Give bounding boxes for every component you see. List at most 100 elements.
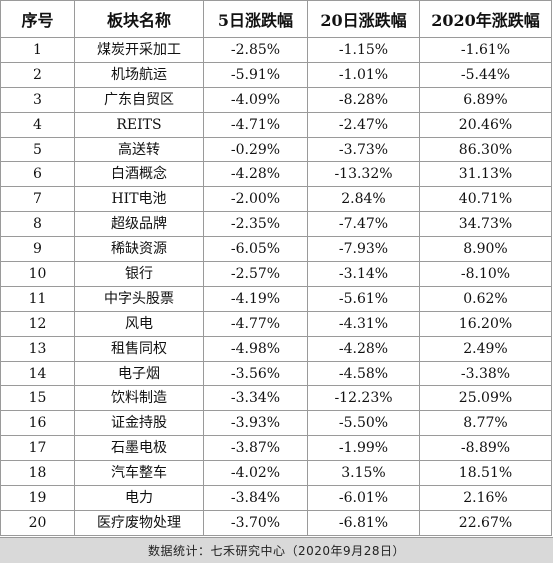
table-row: 15 饮料制造 -3.34% -12.23% 25.09% [0, 385, 552, 412]
header-5day-change: 5日涨跌幅 [203, 0, 308, 38]
row-index-cell: 2 [0, 61, 75, 88]
row-2020-change-cell: 86.30% [419, 136, 552, 163]
row-20day-change-cell: -4.31% [307, 310, 420, 337]
row-5day-change-cell: -3.34% [203, 385, 308, 412]
row-20day-change-cell: -5.61% [307, 285, 420, 312]
table-row: 11 中字头股票 -4.19% -5.61% 0.62% [0, 285, 552, 312]
row-2020-change-cell: -5.44% [419, 61, 552, 88]
table-row: 7 HIT电池 -2.00% 2.84% 40.71% [0, 186, 552, 213]
row-sector-name-cell: 中字头股票 [74, 285, 204, 312]
row-20day-change-cell: -12.23% [307, 385, 420, 412]
row-5day-change-cell: -4.09% [203, 86, 308, 113]
row-20day-change-cell: -3.14% [307, 261, 420, 287]
table-row: 13 租售同权 -4.98% -4.28% 2.49% [0, 335, 552, 362]
row-5day-change-cell: -0.29% [203, 136, 308, 163]
table-body: 1 煤炭开采加工 -2.85% -1.15% -1.61% 2 机场航运 -5.91% -1.0… [0, 37, 552, 536]
row-5day-change-cell: -4.02% [203, 460, 308, 487]
row-sector-name-cell: 稀缺资源 [74, 236, 204, 263]
row-2020-change-cell: 20.46% [419, 111, 552, 138]
row-index-cell: 13 [0, 335, 75, 362]
row-sector-name-cell: HIT电池 [74, 186, 204, 213]
row-index-cell: 19 [0, 485, 75, 511]
row-sector-name-cell: 风电 [74, 310, 204, 337]
row-sector-name-cell: 租售同权 [74, 335, 204, 362]
row-20day-change-cell: -4.28% [307, 335, 420, 362]
row-2020-change-cell: -8.89% [419, 435, 552, 462]
row-2020-change-cell: -3.38% [419, 360, 552, 387]
row-20day-change-cell: -1.99% [307, 435, 420, 462]
row-sector-name-cell: 石墨电极 [74, 435, 204, 462]
row-20day-change-cell: -7.47% [307, 211, 420, 238]
row-index-cell: 10 [0, 261, 75, 287]
row-index-cell: 6 [0, 161, 75, 188]
row-2020-change-cell: 0.62% [419, 285, 552, 312]
row-2020-change-cell: 25.09% [419, 385, 552, 412]
row-20day-change-cell: -4.58% [307, 360, 420, 387]
row-index-cell: 11 [0, 285, 75, 312]
row-2020-change-cell: 6.89% [419, 86, 552, 113]
row-2020-change-cell: 22.67% [419, 509, 552, 536]
row-2020-change-cell: 8.90% [419, 236, 552, 263]
row-20day-change-cell: -3.73% [307, 136, 420, 163]
row-20day-change-cell: -6.01% [307, 485, 420, 511]
row-index-cell: 18 [0, 460, 75, 487]
row-index-cell: 1 [0, 37, 75, 63]
row-sector-name-cell: 汽车整车 [74, 460, 204, 487]
row-index-cell: 4 [0, 111, 75, 138]
row-index-cell: 5 [0, 136, 75, 163]
row-20day-change-cell: 3.15% [307, 460, 420, 487]
source-note: 数据统计：七禾研究中心（2020年9月28日） [0, 537, 553, 563]
row-5day-change-cell: -3.84% [203, 485, 308, 511]
table-row: 6 白酒概念 -4.28% -13.32% 31.13% [0, 161, 552, 188]
row-sector-name-cell: 证金持股 [74, 410, 204, 437]
table-row: 18 汽车整车 -4.02% 3.15% 18.51% [0, 460, 552, 487]
row-index-cell: 12 [0, 310, 75, 337]
row-5day-change-cell: -3.93% [203, 410, 308, 437]
row-index-cell: 9 [0, 236, 75, 263]
row-index-cell: 17 [0, 435, 75, 462]
header-sector-name: 板块名称 [74, 0, 204, 38]
row-2020-change-cell: 16.20% [419, 310, 552, 337]
row-2020-change-cell: -1.61% [419, 37, 552, 63]
row-20day-change-cell: -1.15% [307, 37, 420, 63]
row-sector-name-cell: 煤炭开采加工 [74, 37, 204, 63]
row-sector-name-cell: 银行 [74, 261, 204, 287]
table-row: 5 高送转 -0.29% -3.73% 86.30% [0, 136, 552, 163]
row-sector-name-cell: 电子烟 [74, 360, 204, 387]
table-row: 2 机场航运 -5.91% -1.01% -5.44% [0, 61, 552, 88]
row-20day-change-cell: -13.32% [307, 161, 420, 188]
table-row: 17 石墨电极 -3.87% -1.99% -8.89% [0, 435, 552, 462]
row-5day-change-cell: -3.56% [203, 360, 308, 387]
row-sector-name-cell: 白酒概念 [74, 161, 204, 188]
sector-table: 序号 板块名称 5日涨跌幅 20日涨跌幅 2020年涨跌幅 1 煤炭开采加工 -2.… [0, 0, 552, 536]
row-sector-name-cell: 超级品牌 [74, 211, 204, 238]
header-index: 序号 [0, 0, 75, 38]
row-index-cell: 16 [0, 410, 75, 437]
row-sector-name-cell: 医疗废物处理 [74, 509, 204, 536]
table-row: 16 证金持股 -3.93% -5.50% 8.77% [0, 410, 552, 437]
row-20day-change-cell: -6.81% [307, 509, 420, 536]
table-header-row: 序号 板块名称 5日涨跌幅 20日涨跌幅 2020年涨跌幅 [0, 0, 552, 38]
table-row: 10 银行 -2.57% -3.14% -8.10% [0, 261, 552, 287]
row-5day-change-cell: -4.77% [203, 310, 308, 337]
row-20day-change-cell: -7.93% [307, 236, 420, 263]
table-row: 19 电力 -3.84% -6.01% 2.16% [0, 485, 552, 511]
row-sector-name-cell: 饮料制造 [74, 385, 204, 412]
table-row: 8 超级品牌 -2.35% -7.47% 34.73% [0, 211, 552, 238]
row-5day-change-cell: -3.87% [203, 435, 308, 462]
row-index-cell: 15 [0, 385, 75, 412]
row-2020-change-cell: 2.16% [419, 485, 552, 511]
row-5day-change-cell: -4.98% [203, 335, 308, 362]
table-row: 4 REITS -4.71% -2.47% 20.46% [0, 111, 552, 138]
table-row: 3 广东自贸区 -4.09% -8.28% 6.89% [0, 86, 552, 113]
row-2020-change-cell: 40.71% [419, 186, 552, 213]
row-sector-name-cell: 电力 [74, 485, 204, 511]
row-20day-change-cell: -2.47% [307, 111, 420, 138]
row-5day-change-cell: -2.57% [203, 261, 308, 287]
row-index-cell: 7 [0, 186, 75, 213]
row-2020-change-cell: 31.13% [419, 161, 552, 188]
row-2020-change-cell: 8.77% [419, 410, 552, 437]
row-sector-name-cell: 广东自贸区 [74, 86, 204, 113]
row-5day-change-cell: -6.05% [203, 236, 308, 263]
